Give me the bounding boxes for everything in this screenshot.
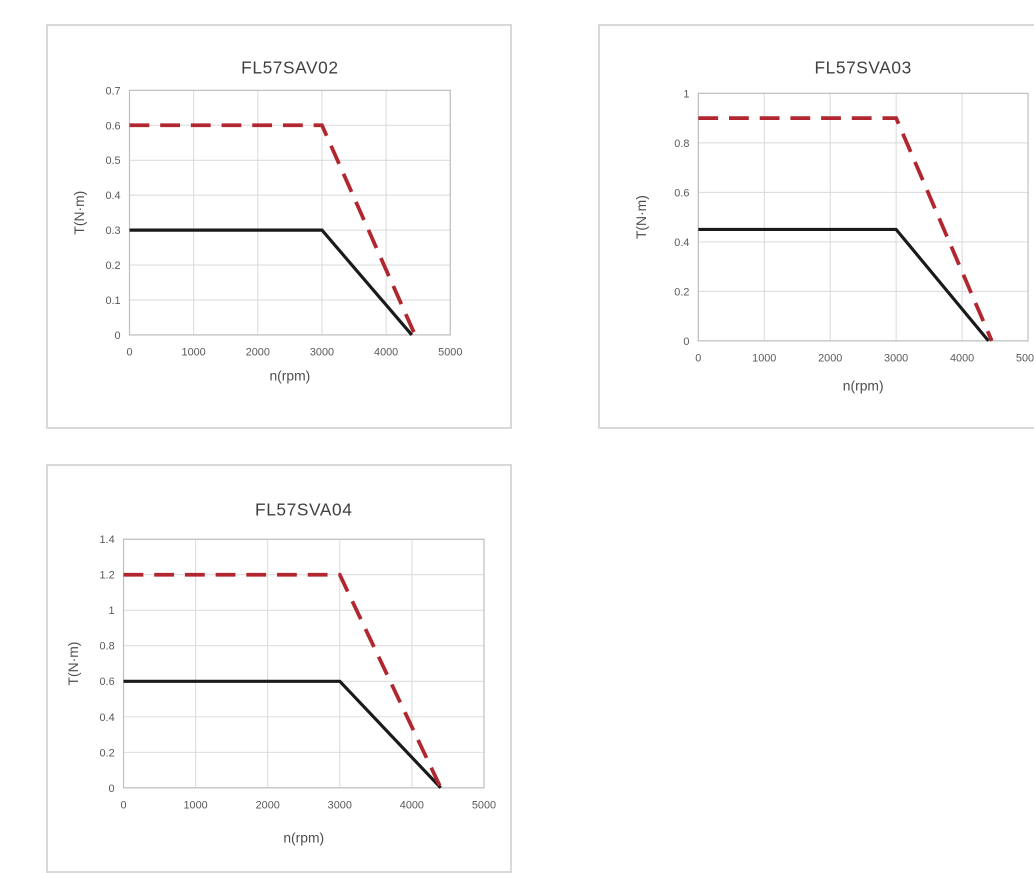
y-tick-label: 1.2 [99,570,114,582]
y-tick-label: 0 [115,330,121,342]
plot-area-border [697,92,1029,342]
x-tick-label: 5000 [438,347,462,359]
y-axis-title: T(N·m) [633,195,649,239]
x-tick-label: 0 [121,800,127,812]
x-tick-label: 5000 [472,800,496,812]
torque-speed-chart-fl57sav02: FL57SAV02 0 1000 2000 3000 4000 5000 0 0.1 0.2 0.3… [71,58,462,384]
y-tick-label: 0.4 [99,712,114,724]
x-tick-label: 4000 [950,353,974,365]
chart-title: FL57SVA03 [814,58,911,78]
series-line-dashed [129,123,417,336]
x-tick-label: 2000 [818,353,842,365]
x-tick-label: 5000 [1016,353,1034,365]
x-tick-label: 1000 [182,347,206,359]
x-tick-label: 2000 [256,800,280,812]
y-axis-title: T(N·m) [71,191,87,235]
y-axis-title: T(N·m) [65,642,81,686]
series-line-dashed [123,572,443,789]
series-line-solid [123,679,442,789]
y-tick-label: 0.4 [105,190,120,202]
y-tick-label: 0.2 [105,260,120,272]
y-tick-label: 0.6 [105,120,120,132]
y-tick-label: 1 [109,605,115,617]
chart-title: FL57SVA04 [255,500,352,520]
y-tick-label: 1.4 [99,534,114,546]
x-axis-title: n(rpm) [843,377,884,393]
series-line-dashed [698,116,994,342]
x-tick-label: 3000 [884,353,908,365]
x-tick-label: 1000 [184,800,208,812]
y-tick-label: 0 [109,783,115,795]
x-tick-label: 2000 [246,347,270,359]
y-tick-label: 0.1 [105,295,120,307]
chart-panel-fl57sav02: FL57SAV02 0 1000 2000 3000 4000 5000 0 0.1 0.2 0.3… [46,24,512,429]
plot-area-border [128,89,451,336]
y-tick-label: 0.4 [674,237,689,249]
y-tick-label: 0.5 [105,155,120,167]
series-line-solid [698,227,990,342]
x-tick-label: 1000 [752,353,776,365]
y-tick-label: 0.7 [105,85,120,97]
y-tick-label: 0 [683,336,689,348]
x-tick-label: 0 [695,353,701,365]
x-tick-label: 0 [126,347,132,359]
chart-title: FL57SAV02 [241,58,338,78]
y-tick-label: 0.2 [99,747,114,759]
y-tick-label: 0.8 [99,641,114,653]
x-tick-label: 3000 [328,800,352,812]
y-tick-label: 0.3 [105,225,120,237]
chart-panel-fl57sva04: FL57SVA04 0 1000 2000 3000 4000 5000 0 0.2 0.4 0.6… [46,464,512,873]
chart-panel-fl57sva03: FL57SVA03 0 1000 2000 3000 4000 5000 0 0.2 0.4 0.6… [598,24,1034,429]
y-tick-label: 0.2 [674,286,689,298]
y-tick-label: 0.8 [674,138,689,150]
y-tick-label: 1 [683,88,689,100]
x-tick-label: 3000 [310,347,334,359]
torque-speed-chart-fl57sva04: FL57SVA04 0 1000 2000 3000 4000 5000 0 0.2 0.4 0.6… [65,500,496,846]
series-line-solid [129,228,413,336]
x-tick-label: 4000 [400,800,424,812]
x-axis-title: n(rpm) [269,367,310,383]
x-tick-label: 4000 [374,347,398,359]
y-tick-label: 0.6 [99,676,114,688]
plot-area-border [122,538,485,789]
torque-speed-chart-fl57sva03: FL57SVA03 0 1000 2000 3000 4000 5000 0 0.2 0.4 0.6… [633,58,1034,394]
x-axis-title: n(rpm) [283,829,324,845]
y-tick-label: 0.6 [674,187,689,199]
